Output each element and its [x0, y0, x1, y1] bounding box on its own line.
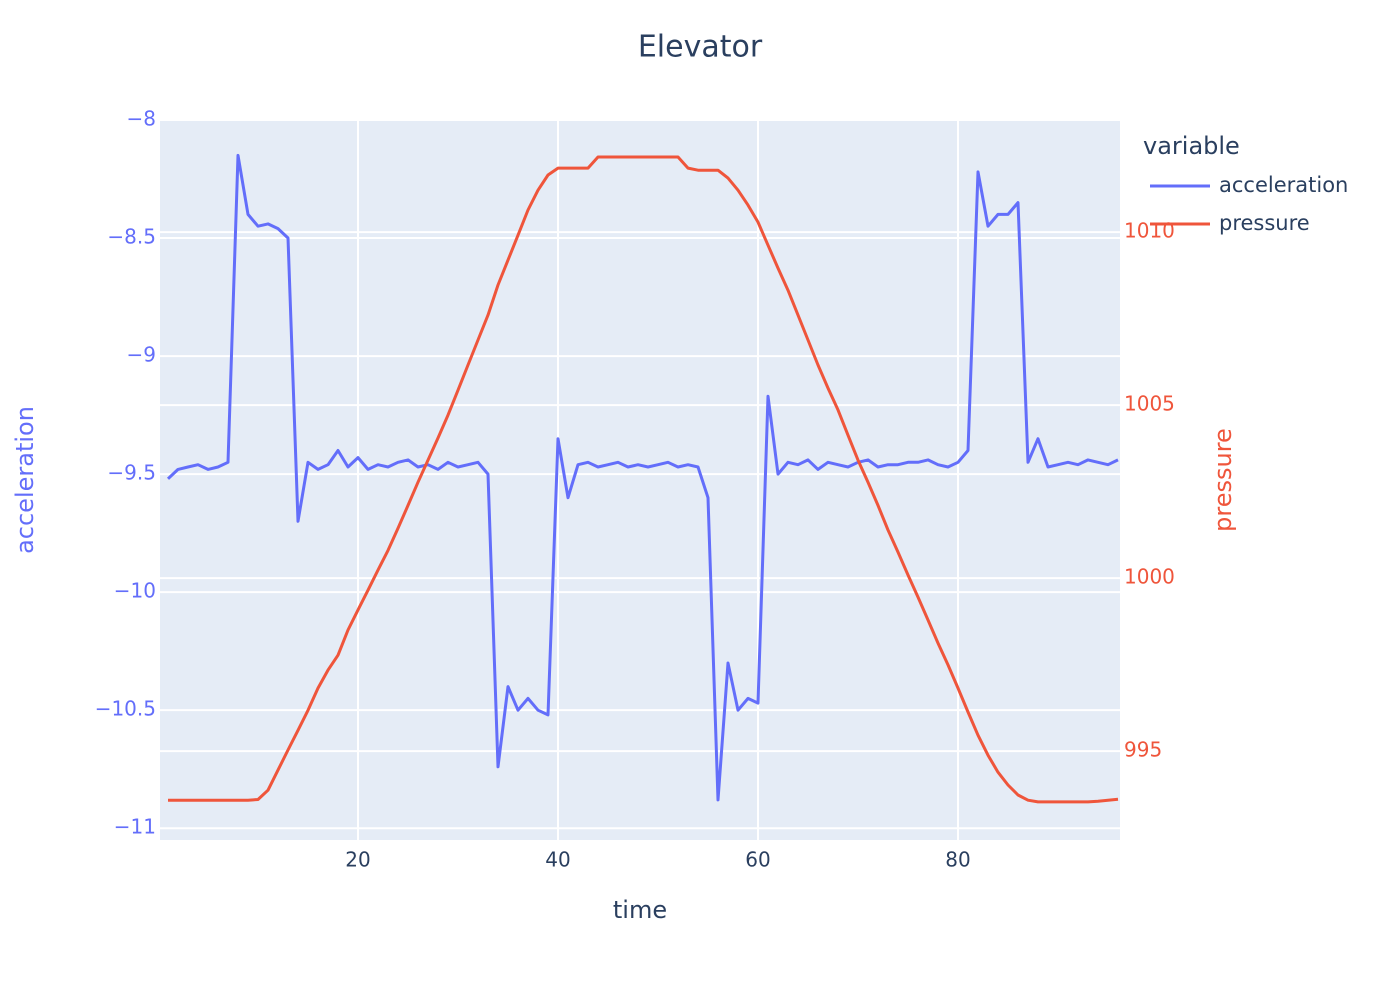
y-tick-label: −10.5	[95, 697, 156, 721]
x-tick-label: 60	[745, 848, 770, 872]
y2-tick-label: 1010	[1124, 219, 1175, 243]
y-tick-label: −9.5	[107, 461, 156, 485]
y2-tick-label: 995	[1124, 738, 1162, 762]
y-tick-label: −8	[127, 107, 156, 131]
legend-label: pressure	[1219, 211, 1310, 235]
y-tick-label: −8.5	[107, 225, 156, 249]
series-line	[168, 155, 1119, 804]
x-tick-label: 20	[345, 848, 370, 872]
lines	[166, 153, 1119, 804]
legend: acceleration pressure	[1150, 173, 1348, 235]
x-axis-title: time	[613, 896, 667, 924]
x-tick-label: 40	[545, 848, 570, 872]
grid	[160, 119, 1120, 840]
y-axis-title: acceleration	[11, 406, 39, 554]
series-line	[166, 153, 1119, 802]
y-tick-label: −11	[114, 815, 156, 839]
y-tick-label: −9	[127, 343, 156, 367]
plot-area	[160, 120, 1120, 840]
legend-label: acceleration	[1219, 173, 1348, 197]
y2-tick-label: 1005	[1124, 392, 1175, 416]
x-tick-label: 80	[945, 848, 970, 872]
y2-tick-label: 1000	[1124, 565, 1175, 589]
chart-title: Elevator	[638, 30, 763, 65]
y2-axis-title: pressure	[1209, 428, 1237, 532]
legend-title: variable	[1143, 132, 1240, 160]
y-tick-label: −10	[114, 579, 156, 603]
